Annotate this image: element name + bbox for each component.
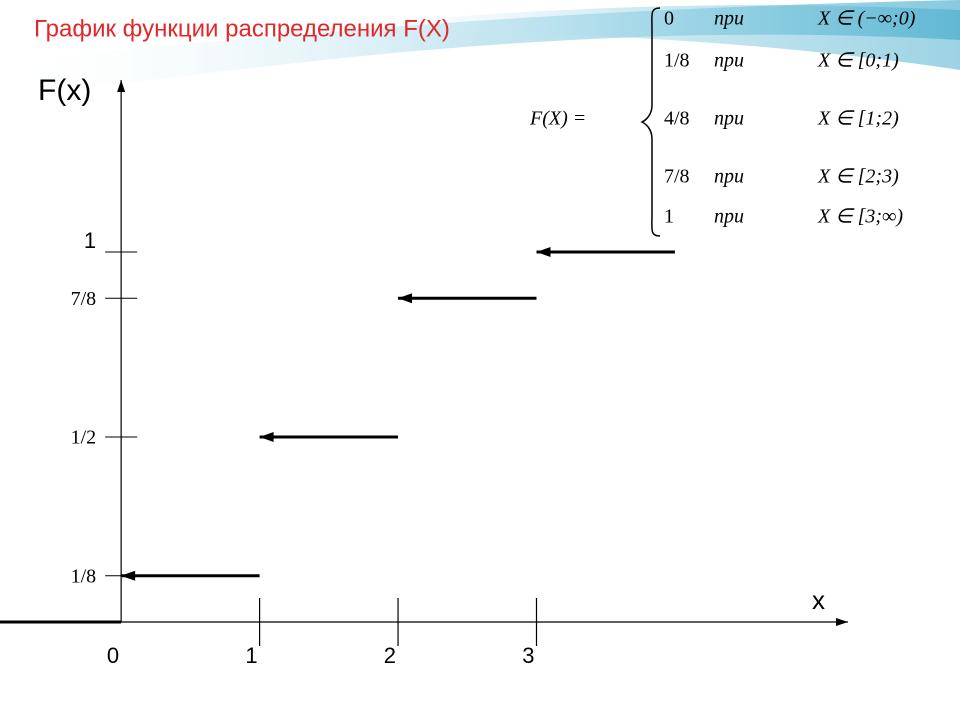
x-tick-label: 1 xyxy=(245,643,257,668)
case-word: при xyxy=(714,8,744,30)
x-tick-label: 2 xyxy=(384,643,396,668)
y-tick-label: 7/8 xyxy=(71,288,97,310)
title: График функции распределения F(X) xyxy=(34,15,450,42)
step-arrow xyxy=(398,293,413,304)
case-condition: X ∈ [3;∞) xyxy=(817,206,903,228)
formula-lhs: F(X) = xyxy=(529,108,586,130)
case-value: 0 xyxy=(664,8,674,30)
x-axis-arrow xyxy=(836,618,848,626)
y-tick-label: 1 xyxy=(84,228,96,253)
case-word: при xyxy=(714,166,744,188)
step-arrow xyxy=(121,570,136,581)
case-word: при xyxy=(714,108,744,130)
case-word: при xyxy=(714,206,744,228)
y-axis-arrow xyxy=(117,80,126,92)
y-tick-label: 1/2 xyxy=(71,427,97,449)
case-value: 1/8 xyxy=(664,50,690,72)
case-condition: X ∈ [0;1) xyxy=(817,50,899,72)
case-word: при xyxy=(714,50,744,72)
case-value: 4/8 xyxy=(664,108,690,130)
case-value: 1 xyxy=(664,206,674,228)
case-condition: X ∈ [1;2) xyxy=(817,108,899,130)
y-axis-label: F(x) xyxy=(38,74,91,107)
x-tick-label: 3 xyxy=(522,643,534,668)
x-axis-label: x xyxy=(812,585,825,615)
case-condition: X ∈ (−∞;0) xyxy=(817,8,916,30)
swoosh xyxy=(300,5,960,70)
y-tick-label: 1/8 xyxy=(71,565,97,587)
case-value: 7/8 xyxy=(664,166,690,188)
brace xyxy=(640,7,661,237)
step-arrow xyxy=(536,247,551,258)
step-arrow xyxy=(259,432,274,443)
case-condition: X ∈ [2;3) xyxy=(817,166,899,188)
x-tick-label: 0 xyxy=(107,643,119,668)
